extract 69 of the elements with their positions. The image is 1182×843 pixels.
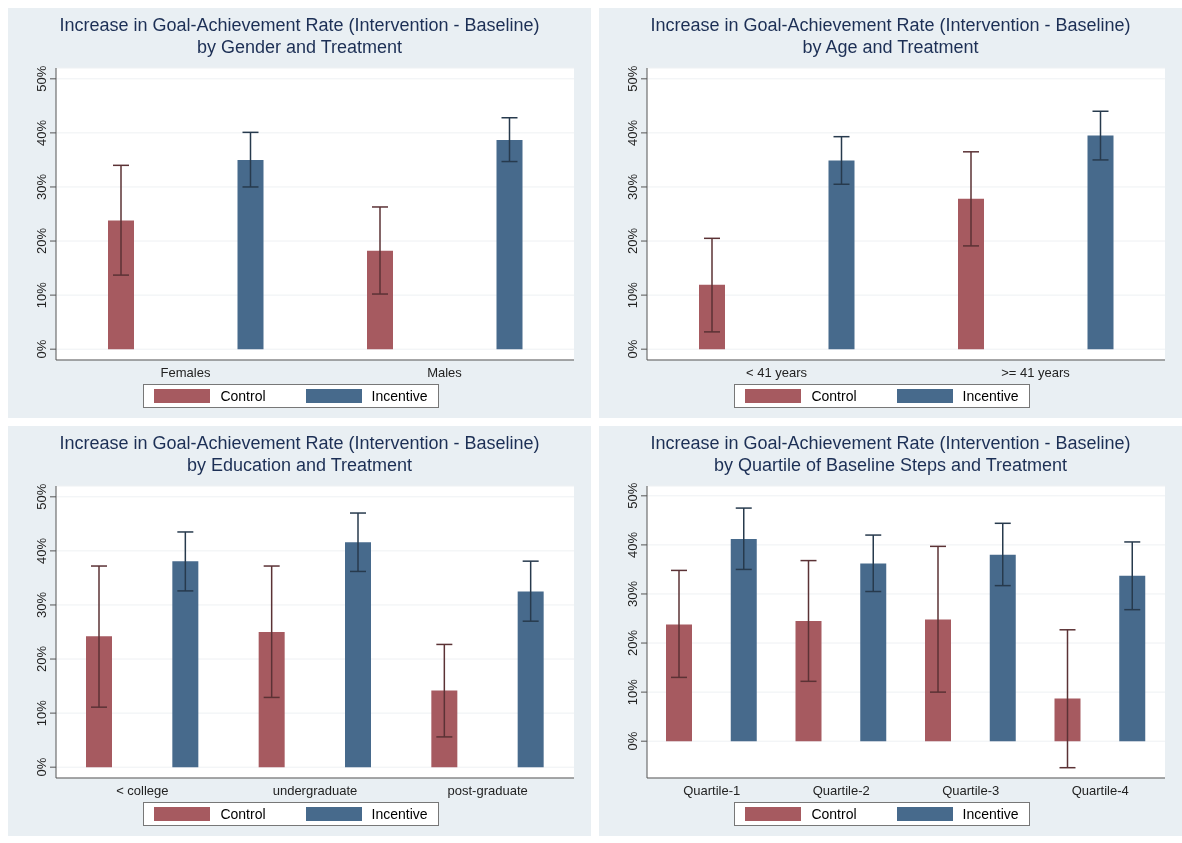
bar (86, 636, 112, 768)
legend-label: Incentive (962, 388, 1019, 404)
x-tick-label: Quartile-2 (812, 783, 870, 799)
y-tick-label: 20% (34, 227, 49, 255)
y-tick-label: 40% (34, 119, 49, 146)
bar (345, 542, 371, 768)
x-tick-label: >= 41 years (1001, 365, 1071, 381)
y-tick-label: 40% (34, 537, 49, 564)
x-tick-label: Females (160, 365, 211, 381)
y-tick-label: 10% (34, 281, 49, 309)
x-tick-label: Males (427, 365, 463, 381)
legend-label: Incentive (371, 388, 428, 404)
legend-label: Incentive (962, 806, 1019, 822)
bar (517, 591, 544, 768)
y-tick-label: 20% (625, 227, 640, 255)
y-tick-label: 0% (625, 731, 640, 751)
bar (666, 624, 692, 742)
legend-label: Control (811, 388, 857, 404)
x-tick-label: Quartile-4 (1071, 783, 1129, 799)
y-tick-label: 50% (34, 65, 49, 92)
bar (1087, 135, 1114, 350)
y-tick-label: 30% (625, 173, 640, 200)
bar (1119, 575, 1146, 742)
x-tick-label: post-graduate (447, 783, 528, 799)
legend-label: Control (220, 806, 266, 822)
x-tick-label: Quartile-3 (942, 783, 1000, 799)
bar (258, 632, 285, 768)
chart-title: Increase in Goal-Achievement Rate (Intervention - Baseline) by Age and Treatment (649, 14, 1132, 59)
y-tick-label: 40% (625, 531, 640, 558)
y-tick-label: 50% (625, 65, 640, 92)
bar (730, 539, 757, 742)
y-tick-label: 0% (34, 339, 49, 359)
legend-label: Control (811, 806, 857, 822)
bar (172, 561, 199, 768)
y-tick-label: 30% (34, 591, 49, 618)
bar (367, 250, 393, 350)
x-tick-label: undergraduate (272, 783, 358, 799)
x-tick-label: < college (116, 783, 169, 799)
chart-title: Increase in Goal-Achievement Rate (Intervention - Baseline) by Gender and Treatment (58, 14, 541, 59)
bar (989, 554, 1016, 742)
y-tick-label: 0% (34, 757, 49, 777)
bar (958, 198, 984, 350)
y-tick-label: 20% (34, 645, 49, 673)
x-tick-label: < 41 years (745, 365, 808, 381)
bar (795, 620, 822, 742)
y-tick-label: 50% (625, 482, 640, 509)
y-tick-label: 20% (625, 629, 640, 657)
y-tick-label: 0% (625, 339, 640, 359)
bar (496, 139, 523, 350)
chart-title: Increase in Goal-Achievement Rate (Intervention - Baseline) by Education and Treatment (58, 432, 541, 477)
legend-label: Control (220, 388, 266, 404)
chart-title: Increase in Goal-Achievement Rate (Intervention - Baseline) by Quartile of Baseline Steps and Treatment (649, 432, 1132, 477)
x-tick-label: Quartile-1 (683, 783, 741, 799)
y-tick-label: 30% (625, 580, 640, 607)
y-tick-label: 10% (625, 281, 640, 309)
bar (699, 284, 725, 350)
bar (108, 220, 134, 350)
y-tick-label: 10% (34, 699, 49, 727)
bar (237, 159, 264, 350)
bar (431, 690, 458, 768)
y-tick-label: 10% (625, 678, 640, 706)
bar (925, 619, 951, 742)
y-tick-label: 30% (34, 173, 49, 200)
bar (828, 160, 855, 350)
y-tick-label: 40% (625, 119, 640, 146)
bar (1054, 698, 1081, 742)
bar (860, 563, 887, 742)
legend-label: Incentive (371, 806, 428, 822)
y-tick-label: 50% (34, 483, 49, 510)
